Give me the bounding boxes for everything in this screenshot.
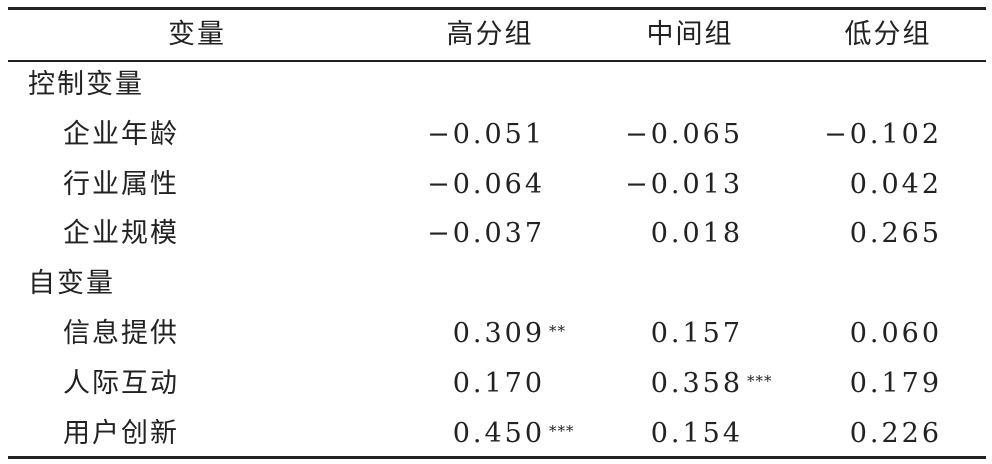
table-row: 企业规模 −0.037 0.018 0.265 [0,209,992,259]
cell-low: 0.060 [782,309,942,359]
row-label: 用户创新 [63,417,179,449]
value: −0.064 [427,168,545,200]
row-label: 企业规模 [63,218,179,250]
cell-mid: −0.065 [583,110,743,160]
top-rule [8,7,986,10]
value: 0.179 [849,367,942,399]
row-label: 人际互动 [63,367,179,399]
significance-stars: *** [747,371,773,390]
value: −0.013 [625,168,743,200]
header-row: 变量 高分组 中间组 低分组 [0,10,992,60]
row-label: 行业属性 [63,168,179,200]
cell-low: 0.226 [782,409,942,459]
group-label: 自变量 [28,268,115,300]
value: 0.018 [650,218,743,250]
cell-mid: −0.013 [583,160,743,210]
value: 0.042 [849,168,942,200]
cell-high: 0.450 *** [385,409,574,459]
value: 0.060 [849,318,942,350]
cell-mid: 0.157 [583,309,743,359]
header-low: 低分组 [844,19,932,50]
row-label: 信息提供 [63,318,179,350]
value: −0.051 [427,119,545,150]
value: 0.170 [452,367,545,399]
table-row: 行业属性 −0.064 −0.013 0.042 [0,160,992,210]
significance-stars: ** [549,322,566,341]
group-row: 控制变量 [0,60,992,110]
header-high: 高分组 [446,19,534,50]
row-label: 企业年龄 [63,119,179,150]
cell-mid: 0.358 *** [583,359,772,409]
header-variable: 变量 [168,19,226,50]
header-mid: 中间组 [646,19,734,50]
header-rule [8,60,986,62]
value: 0.358 [650,367,743,399]
value: −0.037 [427,218,545,250]
cell-low: 0.042 [782,160,942,210]
value: 0.154 [650,417,743,449]
table-row: 企业年龄 −0.051 −0.065 −0.102 [0,110,992,160]
cell-high: 0.170 [385,359,545,409]
table-row: 信息提供 0.309 ** 0.157 0.060 [0,309,992,359]
value: 0.226 [849,417,942,449]
value: 0.450 [452,417,545,449]
value: −0.102 [824,119,942,150]
table-row: 人际互动 0.170 0.358 *** 0.179 [0,359,992,409]
group-label: 控制变量 [28,69,144,100]
cell-high: −0.051 [385,110,545,160]
cell-mid: 0.018 [583,209,743,259]
table-row: 用户创新 0.450 *** 0.154 0.226 [0,409,992,459]
group-row: 自变量 [0,259,992,309]
cell-high: −0.037 [385,209,545,259]
cell-low: −0.102 [782,110,942,160]
cell-high: 0.309 ** [385,309,565,359]
value: 0.157 [650,318,743,350]
cell-high: −0.064 [385,160,545,210]
cell-low: 0.265 [782,209,942,259]
significance-stars: *** [549,421,575,440]
value: −0.065 [625,119,743,150]
bottom-rule [8,456,986,459]
value: 0.265 [849,218,942,250]
cell-mid: 0.154 [583,409,743,459]
value: 0.309 [452,318,545,350]
cell-low: 0.179 [782,359,942,409]
